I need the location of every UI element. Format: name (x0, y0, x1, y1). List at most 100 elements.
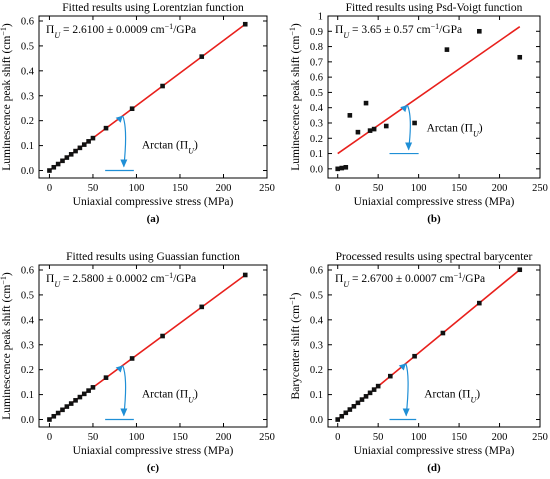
data-point (335, 417, 341, 422)
data-point (388, 373, 393, 379)
arctan-label: Arctan (ΠU) (142, 140, 198, 156)
data-point (68, 401, 74, 406)
data-point (47, 417, 52, 422)
panel-label: (b) (427, 213, 441, 225)
y-tick-label: 0.4 (310, 103, 324, 114)
data-point (444, 47, 450, 52)
chart-panel-3: Fitted results using Guassian function 0 5… (0, 251, 275, 474)
panel-label: (a) (147, 213, 160, 225)
slope-annotation: ΠU = 2.6100 ± 0.0009 cm−1/GPa (46, 22, 196, 40)
arrow-tail (398, 363, 406, 371)
data-point (412, 120, 417, 126)
x-tick-label: 200 (216, 432, 232, 443)
data-point (343, 410, 349, 416)
x-axis-label: Uniaxial compressive stress (MPa) (73, 445, 234, 457)
y-tick-label: 0.3 (21, 91, 34, 102)
angle-arc (122, 365, 127, 416)
angle-arc (405, 363, 409, 416)
panel-label: (d) (427, 462, 441, 474)
data-point (103, 125, 109, 131)
slope-annotation: ΠU = 3.65 ± 0.57 cm−1/GPa (335, 22, 462, 40)
data-point (242, 272, 248, 278)
plot-frame (38, 15, 268, 179)
data-point (73, 148, 78, 154)
data-point (86, 139, 91, 144)
x-tick-label: 50 (88, 432, 99, 443)
y-tick-label: 0.2 (21, 365, 34, 376)
data-point (440, 330, 446, 336)
x-axis-label: Uniaxial compressive stress (MPa) (354, 196, 515, 208)
chart-panel-1: Fitted results using Lorentzian function… (0, 2, 275, 225)
x-tick-label: 150 (172, 432, 188, 443)
y-tick-label: 0.6 (310, 73, 323, 84)
arrow-head (402, 408, 410, 417)
x-tick-label: 150 (451, 183, 467, 194)
data-point (64, 155, 70, 160)
arrow-tail (115, 115, 123, 123)
y-tick-label: 0.1 (310, 390, 323, 401)
data-point (383, 123, 389, 129)
y-tick-label: 0.5 (21, 41, 34, 52)
data-point (343, 165, 349, 170)
data-point (363, 394, 369, 399)
data-point (55, 161, 61, 167)
data-point (367, 390, 373, 396)
data-point (81, 142, 87, 147)
y-tick-label: 0.3 (21, 340, 34, 351)
x-tick-label: 0 (335, 432, 340, 443)
y-tick-label: 0.0 (310, 415, 323, 426)
y-tick-label: 0.3 (310, 340, 323, 351)
data-point (160, 83, 165, 89)
x-tick-label: 100 (129, 432, 145, 443)
data-point (60, 407, 65, 413)
data-point (517, 54, 523, 60)
slope-annotation: ΠU = 2.5800 ± 0.0002 cm−1/GPa (46, 271, 196, 289)
data-point (347, 407, 353, 412)
y-tick-label: 0.4 (310, 315, 324, 326)
data-point (477, 300, 482, 306)
data-point (81, 391, 87, 397)
x-tick-label: 200 (492, 432, 508, 443)
y-axis-label: Barycenter shift (cm−1) (288, 292, 303, 399)
chart-panel-4: Processed results using spectral barycen… (288, 251, 548, 474)
x-tick-label: 50 (373, 432, 384, 443)
y-axis-label: Luminescence peak shift (cm−1) (0, 272, 13, 420)
data-point (199, 304, 205, 310)
y-tick-label: 0.4 (21, 66, 35, 77)
arrow-tail (400, 105, 408, 113)
x-tick-label: 0 (47, 432, 52, 443)
x-tick-label: 100 (411, 183, 427, 194)
data-point (86, 388, 91, 393)
data-point (47, 168, 52, 173)
data-point (90, 385, 96, 390)
x-tick-label: 150 (451, 432, 467, 443)
y-tick-label: 0.6 (21, 265, 34, 276)
data-point (129, 356, 135, 361)
arctan-label: Arctan (ΠU) (424, 389, 480, 405)
y-tick-label: 0.9 (310, 27, 323, 38)
y-tick-label: 0.3 (310, 118, 323, 129)
y-tick-label: 0.2 (310, 365, 323, 376)
data-point (77, 394, 83, 400)
y-tick-label: 0.1 (310, 149, 323, 160)
y-axis-label: Luminescence peak shift (cm−1) (288, 23, 303, 171)
data-point (103, 375, 109, 380)
angle-arc (122, 115, 127, 167)
y-tick-label: 0.5 (310, 88, 323, 99)
chart-panel-2: Fitted results using Psd-Voigt function 0… (288, 2, 548, 225)
x-tick-label: 250 (532, 183, 548, 194)
data-point (477, 28, 482, 34)
x-tick-label: 100 (129, 183, 145, 194)
arctan-label: Arctan (ΠU) (427, 123, 483, 139)
y-tick-label: 0.7 (310, 57, 323, 68)
data-point (371, 126, 377, 132)
data-point (242, 21, 248, 27)
y-tick-label: 0.4 (21, 315, 35, 326)
data-point (129, 106, 135, 112)
data-point (517, 267, 523, 273)
data-point (355, 129, 361, 135)
data-point (55, 410, 61, 416)
data-point (363, 100, 369, 106)
y-tick-label: 0.6 (21, 16, 34, 27)
